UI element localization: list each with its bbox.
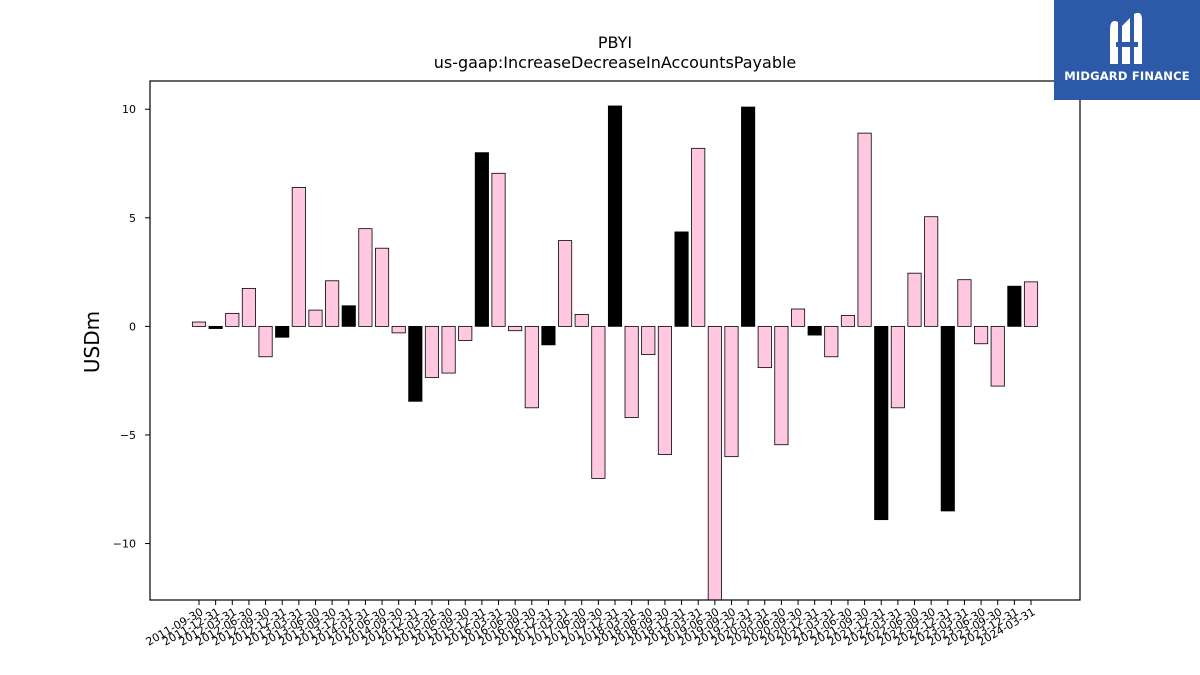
plot-frame (149, 80, 1081, 601)
bar-2015-03-31 (424, 325, 440, 378)
bar-2021-03-31 (824, 325, 839, 358)
bar-2012-12-31 (275, 325, 290, 338)
bar-2018-06-30 (641, 325, 656, 356)
y-tick-label: −5 (120, 429, 136, 442)
bar-2018-12-31 (674, 231, 689, 327)
bar-2023-06-30 (974, 325, 989, 345)
bar-2019-03-31 (691, 147, 706, 327)
bar-2014-03-31 (358, 228, 373, 327)
bar-2022-03-31 (890, 325, 905, 409)
bar-2017-03-31 (558, 240, 573, 327)
bar-2018-09-30 (657, 325, 672, 455)
bar-2020-03-31 (757, 325, 772, 369)
midgard-logo-icon (1110, 12, 1142, 64)
bar-2017-09-30 (591, 325, 606, 479)
bar-2020-06-30 (774, 325, 789, 446)
bar-2022-12-31 (940, 325, 955, 512)
y-tick-label: 5 (129, 212, 136, 225)
y-tick-label: 10 (122, 103, 136, 116)
y-axis-label: USDm (80, 311, 104, 373)
bar-2019-12-31 (741, 106, 756, 327)
bar-2015-09-30 (458, 325, 473, 341)
bar-2014-12-31 (408, 325, 423, 402)
bar-2012-09-30 (258, 325, 273, 358)
bar-2012-03-31 (225, 312, 240, 327)
logo-text: MIDGARD FINANCE (1064, 69, 1190, 83)
bar-2016-09-30 (524, 325, 539, 409)
bar-2019-06-30 (707, 325, 722, 601)
bar-2021-12-31 (874, 325, 889, 521)
bar-2016-12-31 (541, 325, 556, 346)
bar-2017-12-31 (607, 105, 623, 327)
bars-group (191, 105, 1039, 601)
y-ticks: 10 5 0 −5 −10 (113, 103, 150, 551)
bar-2019-09-30 (724, 325, 739, 458)
bar-2013-09-30 (325, 280, 340, 327)
bar-2011-12-31 (208, 325, 223, 329)
bar-2022-09-30 (924, 216, 939, 327)
bar-2016-06-30 (508, 325, 523, 332)
bar-2018-03-31 (624, 325, 639, 418)
bar-2020-12-31 (807, 325, 822, 336)
bar-2011-09-30 (191, 321, 207, 327)
bar-2014-09-30 (391, 325, 406, 334)
bar-2023-12-31 (1007, 285, 1022, 327)
chart-subtitle: us-gaap:IncreaseDecreaseInAccountsPayabl… (434, 53, 797, 72)
bar-2020-09-30 (790, 308, 806, 327)
bar-2023-03-31 (957, 279, 972, 327)
bar-2015-12-31 (474, 152, 489, 327)
bar-2013-03-31 (291, 187, 306, 327)
bar-2014-06-30 (374, 247, 390, 327)
y-tick-label: −10 (113, 538, 136, 551)
bar-2015-06-30 (441, 325, 456, 374)
bar-2016-03-31 (491, 172, 506, 327)
bar-2024-03-31 (1023, 281, 1039, 327)
bar-2022-06-30 (907, 272, 922, 327)
bar-2023-09-30 (990, 325, 1005, 387)
bar-2013-06-30 (308, 309, 323, 327)
bar-2021-09-30 (857, 132, 872, 327)
midgard-logo: MIDGARD FINANCE (1054, 0, 1200, 100)
bar-2017-06-30 (574, 314, 589, 327)
bar-2021-06-30 (840, 315, 856, 327)
x-ticks: 2011-09-302011-12-312012-03-312012-06-30… (144, 600, 1038, 649)
bar-2012-06-30 (241, 287, 256, 327)
bar-2013-12-31 (341, 305, 356, 327)
y-tick-label: 0 (129, 320, 136, 333)
chart-title: PBYI (598, 33, 632, 52)
